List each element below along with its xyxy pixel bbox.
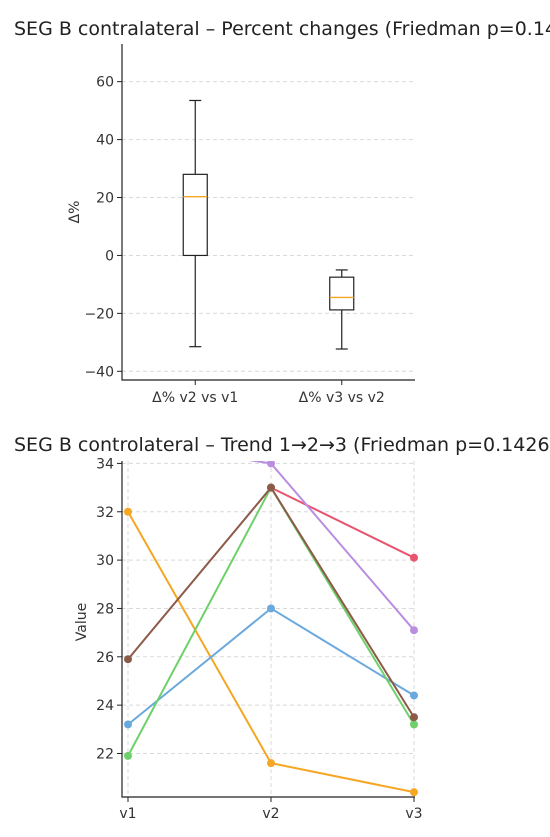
line-chart-x-tick-label: v2 bbox=[262, 806, 279, 822]
line-chart-x-tick-label: v1 bbox=[119, 806, 136, 822]
line-chart-y-tick-label: 26 bbox=[96, 650, 114, 666]
line-chart-axes bbox=[121, 461, 415, 798]
line-chart-y-tick-label: 34 bbox=[96, 456, 114, 472]
series-4-point bbox=[410, 691, 418, 700]
box-chart-gridlines bbox=[122, 81, 415, 372]
box-iqr bbox=[182, 173, 208, 257]
series-6-point bbox=[267, 483, 275, 492]
line-chart-y-ticks: 22 24 26 28 30 32 34 bbox=[96, 456, 122, 762]
box-2 bbox=[329, 269, 355, 350]
box-chart-y-ticks: 60 40 20 0 −20 −40 bbox=[84, 75, 122, 380]
series-2-point bbox=[267, 461, 275, 468]
series-4 bbox=[124, 604, 418, 729]
line-chart-x-ticks: v1 v2 v3 bbox=[119, 797, 423, 822]
box-chart-title: SEG B contralateral – Percent changes (F… bbox=[14, 18, 550, 40]
line-chart-y-axis-label: Value bbox=[74, 603, 90, 641]
series-6-point bbox=[410, 713, 418, 722]
box-chart-x-tick-label: Δ% v2 vs v1 bbox=[152, 390, 238, 406]
box-1 bbox=[182, 99, 208, 348]
box-chart-y-axis-label: Δ% bbox=[67, 201, 83, 224]
box-chart-y-tick-label: 60 bbox=[96, 75, 114, 91]
line-chart-series bbox=[124, 461, 418, 797]
series-4-point bbox=[267, 604, 275, 613]
series-4-point bbox=[124, 720, 132, 729]
line-chart-y-tick-label: 24 bbox=[96, 698, 114, 714]
box-chart-x-tick-label: Δ% v3 vs v2 bbox=[299, 390, 385, 406]
box-chart-axes bbox=[121, 44, 415, 381]
box-chart-y-tick-label: −40 bbox=[84, 364, 114, 380]
series-1 bbox=[267, 483, 418, 562]
series-1-point bbox=[410, 553, 418, 562]
series-3-point bbox=[410, 788, 418, 797]
box-chart-boxes bbox=[182, 99, 355, 350]
line-chart-gridlines bbox=[122, 461, 415, 797]
box-chart-x-ticks: Δ% v2 vs v1 Δ% v3 vs v2 bbox=[152, 380, 385, 406]
series-3-point bbox=[267, 759, 275, 768]
series-2-point bbox=[410, 626, 418, 635]
series-3-point bbox=[124, 507, 132, 516]
box-iqr bbox=[329, 276, 355, 311]
line-chart: SEG B controlateral – Trend 1→2→3 (Fried… bbox=[14, 434, 550, 822]
line-chart-title: SEG B controlateral – Trend 1→2→3 (Fried… bbox=[14, 434, 550, 456]
series-2 bbox=[248, 461, 418, 635]
series-6-point bbox=[124, 655, 132, 664]
box-chart-y-tick-label: 40 bbox=[96, 133, 114, 149]
box-chart: SEG B contralateral – Percent changes (F… bbox=[14, 18, 550, 406]
series-6 bbox=[124, 483, 418, 722]
series-3 bbox=[124, 507, 418, 797]
series-1-line bbox=[270, 486, 415, 559]
box-chart-y-tick-label: 20 bbox=[96, 191, 114, 207]
line-chart-y-tick-label: 22 bbox=[96, 746, 114, 762]
box-chart-y-tick-label: −20 bbox=[84, 306, 114, 322]
line-chart-y-tick-label: 32 bbox=[96, 505, 114, 521]
box-chart-y-tick-label: 0 bbox=[105, 248, 114, 264]
line-chart-y-tick-label: 28 bbox=[96, 601, 114, 617]
series-5-point bbox=[410, 720, 418, 729]
series-5-point bbox=[124, 751, 132, 760]
line-chart-x-tick-label: v3 bbox=[405, 806, 422, 822]
line-chart-y-tick-label: 30 bbox=[96, 553, 114, 569]
